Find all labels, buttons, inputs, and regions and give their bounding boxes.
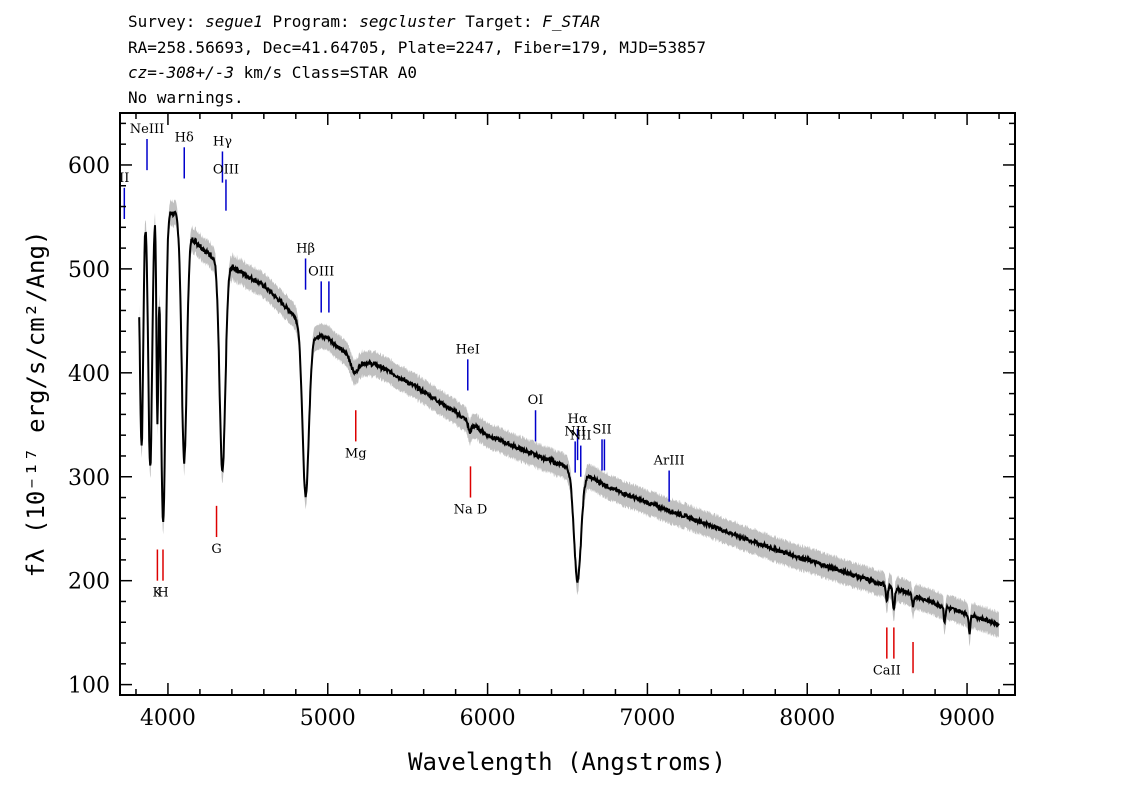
emission-line-label-13: SII xyxy=(592,422,611,437)
cz-label: cz= xyxy=(128,63,157,82)
emission-line-label-4: II xyxy=(119,171,129,186)
header-line-4: No warnings. xyxy=(128,88,244,107)
x-tick-label: 8000 xyxy=(779,706,835,731)
emission-line-label-6: OIII xyxy=(308,264,334,279)
emission-line-label-15: ArIII xyxy=(653,454,685,469)
x-tick-label: 7000 xyxy=(619,706,675,731)
emission-line-label-9: OI xyxy=(528,393,544,408)
flux-series xyxy=(138,210,1000,635)
y-tick-label: 200 xyxy=(68,570,110,595)
emission-line-label-8: HeI xyxy=(456,342,480,357)
emission-line-label-10: Hα xyxy=(568,412,588,427)
plot-frame xyxy=(119,112,1016,696)
program-value: segcluster xyxy=(359,12,456,31)
header-line-3: cz=-308+/-3 km/s Class=STAR A0 xyxy=(128,63,417,82)
x-tick-label: 4000 xyxy=(140,706,196,731)
absorption-line-label-3: K xyxy=(153,586,163,601)
absorption-line-label-0: Mg xyxy=(345,446,367,461)
y-axis-title: fλ (10⁻¹⁷ erg/s/cm²/Ang) xyxy=(22,231,50,578)
survey-value: segue1 xyxy=(205,12,263,31)
emission-line-label-12: NII xyxy=(570,429,592,444)
program-label: Program: xyxy=(272,12,350,31)
emission-line-label-1: Hδ xyxy=(175,130,194,145)
emission-line-label-11: NII xyxy=(564,424,586,439)
y-tick-label: 100 xyxy=(68,674,110,699)
y-tick-label: 300 xyxy=(68,466,110,491)
x-tick-label: 9000 xyxy=(939,706,995,731)
absorption-line-label-5: CaII xyxy=(873,664,901,679)
x-tick-label: 5000 xyxy=(300,706,356,731)
absorption-line-label-1: Na D xyxy=(454,503,488,518)
emission-line-label-2: Hγ xyxy=(213,134,232,149)
class-text: km/s Class=STAR A0 xyxy=(243,63,417,82)
x-tick-label: 6000 xyxy=(460,706,516,731)
x-axis-title: Wavelength (Angstroms) xyxy=(408,748,726,776)
target-label: Target: xyxy=(465,12,533,31)
emission-line-label-5: Hβ xyxy=(296,242,315,257)
header-line-1: Survey: segue1 Program: segcluster Targe… xyxy=(128,12,600,31)
y-tick-label: 600 xyxy=(68,154,110,179)
flux-layer xyxy=(138,210,1000,635)
absorption-line-label-4: H xyxy=(157,586,168,601)
y-tick-label: 400 xyxy=(68,362,110,387)
survey-label: Survey: xyxy=(128,12,196,31)
emission-line-label-0: NeIII xyxy=(130,122,164,137)
absorption-line-label-2: G xyxy=(211,542,221,557)
header-line-2: RA=258.56693, Dec=41.64705, Plate=2247, … xyxy=(128,38,706,57)
ticks-layer: 4000 5000 6000 7000 8000 9000 100 200 300 400 500 6… xyxy=(68,113,1015,731)
y-tick-label: 500 xyxy=(68,258,110,283)
cz-value: -308+/-3 xyxy=(156,63,234,82)
target-value: F_STAR xyxy=(542,12,601,31)
emission-line-label-3: OIII xyxy=(213,163,239,178)
